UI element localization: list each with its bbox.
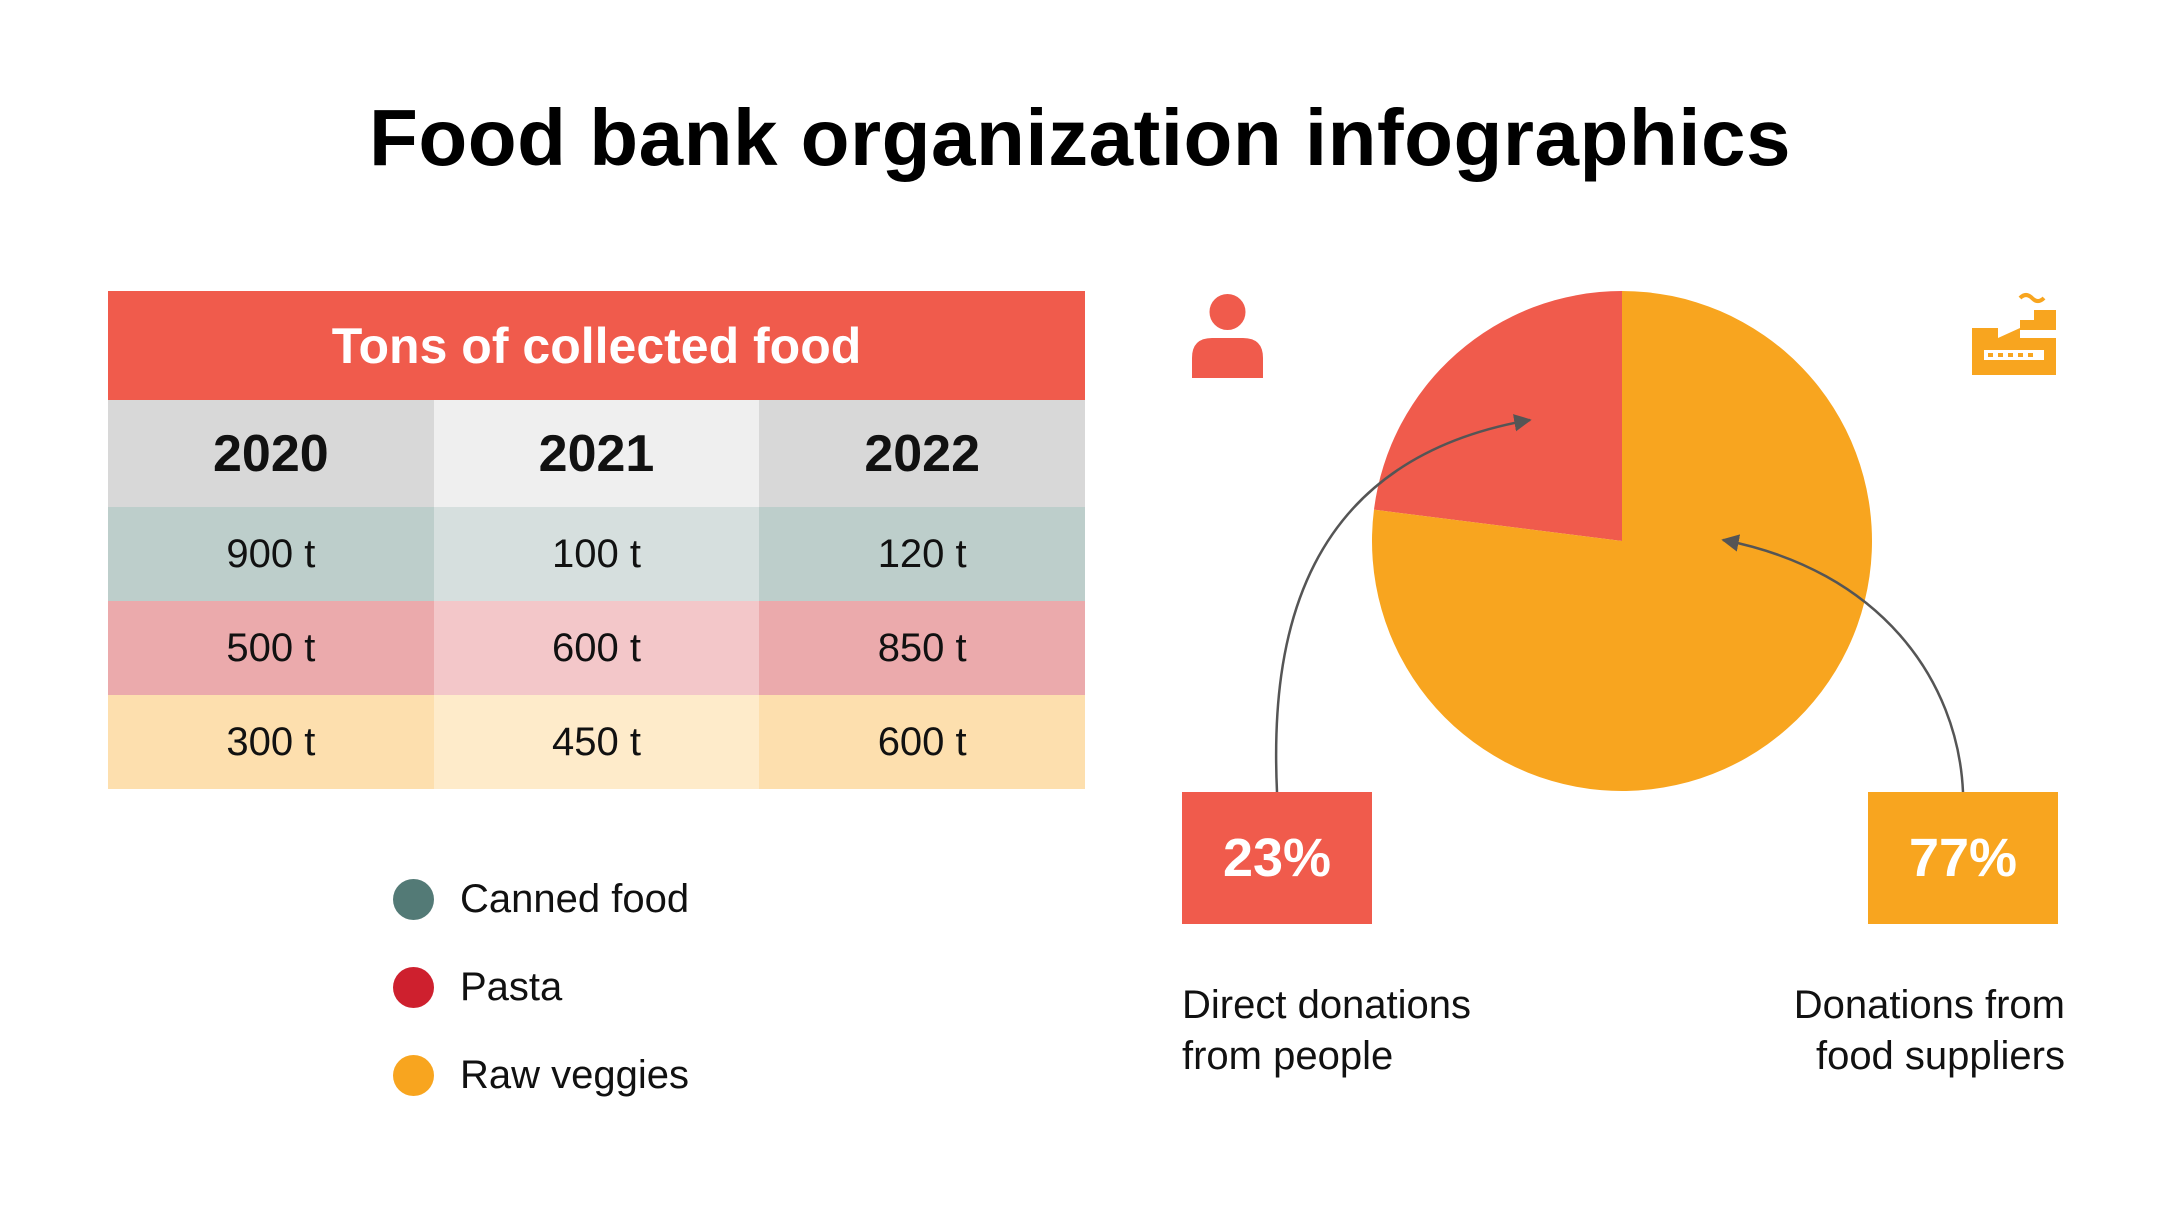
legend-item-raw-veggies: Raw veggies — [393, 1031, 689, 1119]
factory-icon — [1972, 293, 2056, 375]
legend-item-canned-food: Canned food — [393, 855, 689, 943]
table-cell: 850 t — [759, 601, 1086, 695]
table-cell: 600 t — [759, 695, 1086, 789]
legend-dot-icon — [393, 1054, 434, 1096]
legend-item-pasta: Pasta — [393, 943, 689, 1031]
pie-slice-people — [1373, 291, 1622, 541]
legend-label: Raw veggies — [460, 1052, 690, 1097]
table-cell: 600 t — [433, 601, 760, 695]
arrow-to-people-slice — [1274, 414, 1532, 793]
page-title: Food bank organization infographics — [369, 93, 1791, 182]
table-row-pasta: 500 t 600 t 850 t — [108, 601, 1086, 695]
caption-suppliers: Donations from food suppliers — [1735, 980, 2065, 1082]
table-cell: 900 t — [108, 507, 434, 601]
person-icon — [1192, 290, 1263, 378]
table-cell: 300 t — [108, 695, 434, 789]
table-cell: 100 t — [433, 507, 760, 601]
caption-line: Direct donations — [1182, 983, 1472, 1027]
table-cell: 120 t — [759, 507, 1086, 601]
caption-line: food suppliers — [1815, 1034, 2065, 1078]
caption-line: from people — [1182, 1034, 1394, 1078]
pct-box-people: 23% — [1182, 792, 1372, 924]
pct-box-suppliers: 77% — [1868, 792, 2058, 924]
table-cell: 500 t — [108, 601, 434, 695]
year-header-2022: 2022 — [759, 400, 1086, 507]
year-header-2020: 2020 — [108, 400, 434, 507]
pie-slice-suppliers — [1372, 291, 1872, 791]
legend: Canned food Pasta Raw veggies — [393, 855, 689, 1119]
arrow-to-suppliers-slice — [1721, 534, 1965, 793]
pie-slices — [1372, 291, 1872, 791]
caption-people: Direct donations from people — [1182, 980, 1512, 1082]
table-cell: 450 t — [433, 695, 760, 789]
legend-label: Canned food — [460, 876, 690, 921]
legend-label: Pasta — [460, 964, 563, 1009]
year-header-2021: 2021 — [433, 400, 760, 507]
table-row-canned-food: 900 t 100 t 120 t — [108, 507, 1086, 601]
legend-dot-icon — [393, 878, 434, 920]
legend-dot-icon — [393, 966, 434, 1008]
caption-line: Donations from — [1793, 983, 2065, 1027]
table-row-raw-veggies: 300 t 450 t 600 t — [108, 695, 1086, 789]
table-years-row: 2020 2021 2022 — [108, 400, 1086, 507]
table-header: Tons of collected food — [108, 291, 1085, 400]
food-table: Tons of collected food 2020 2021 2022 90… — [108, 291, 1086, 789]
